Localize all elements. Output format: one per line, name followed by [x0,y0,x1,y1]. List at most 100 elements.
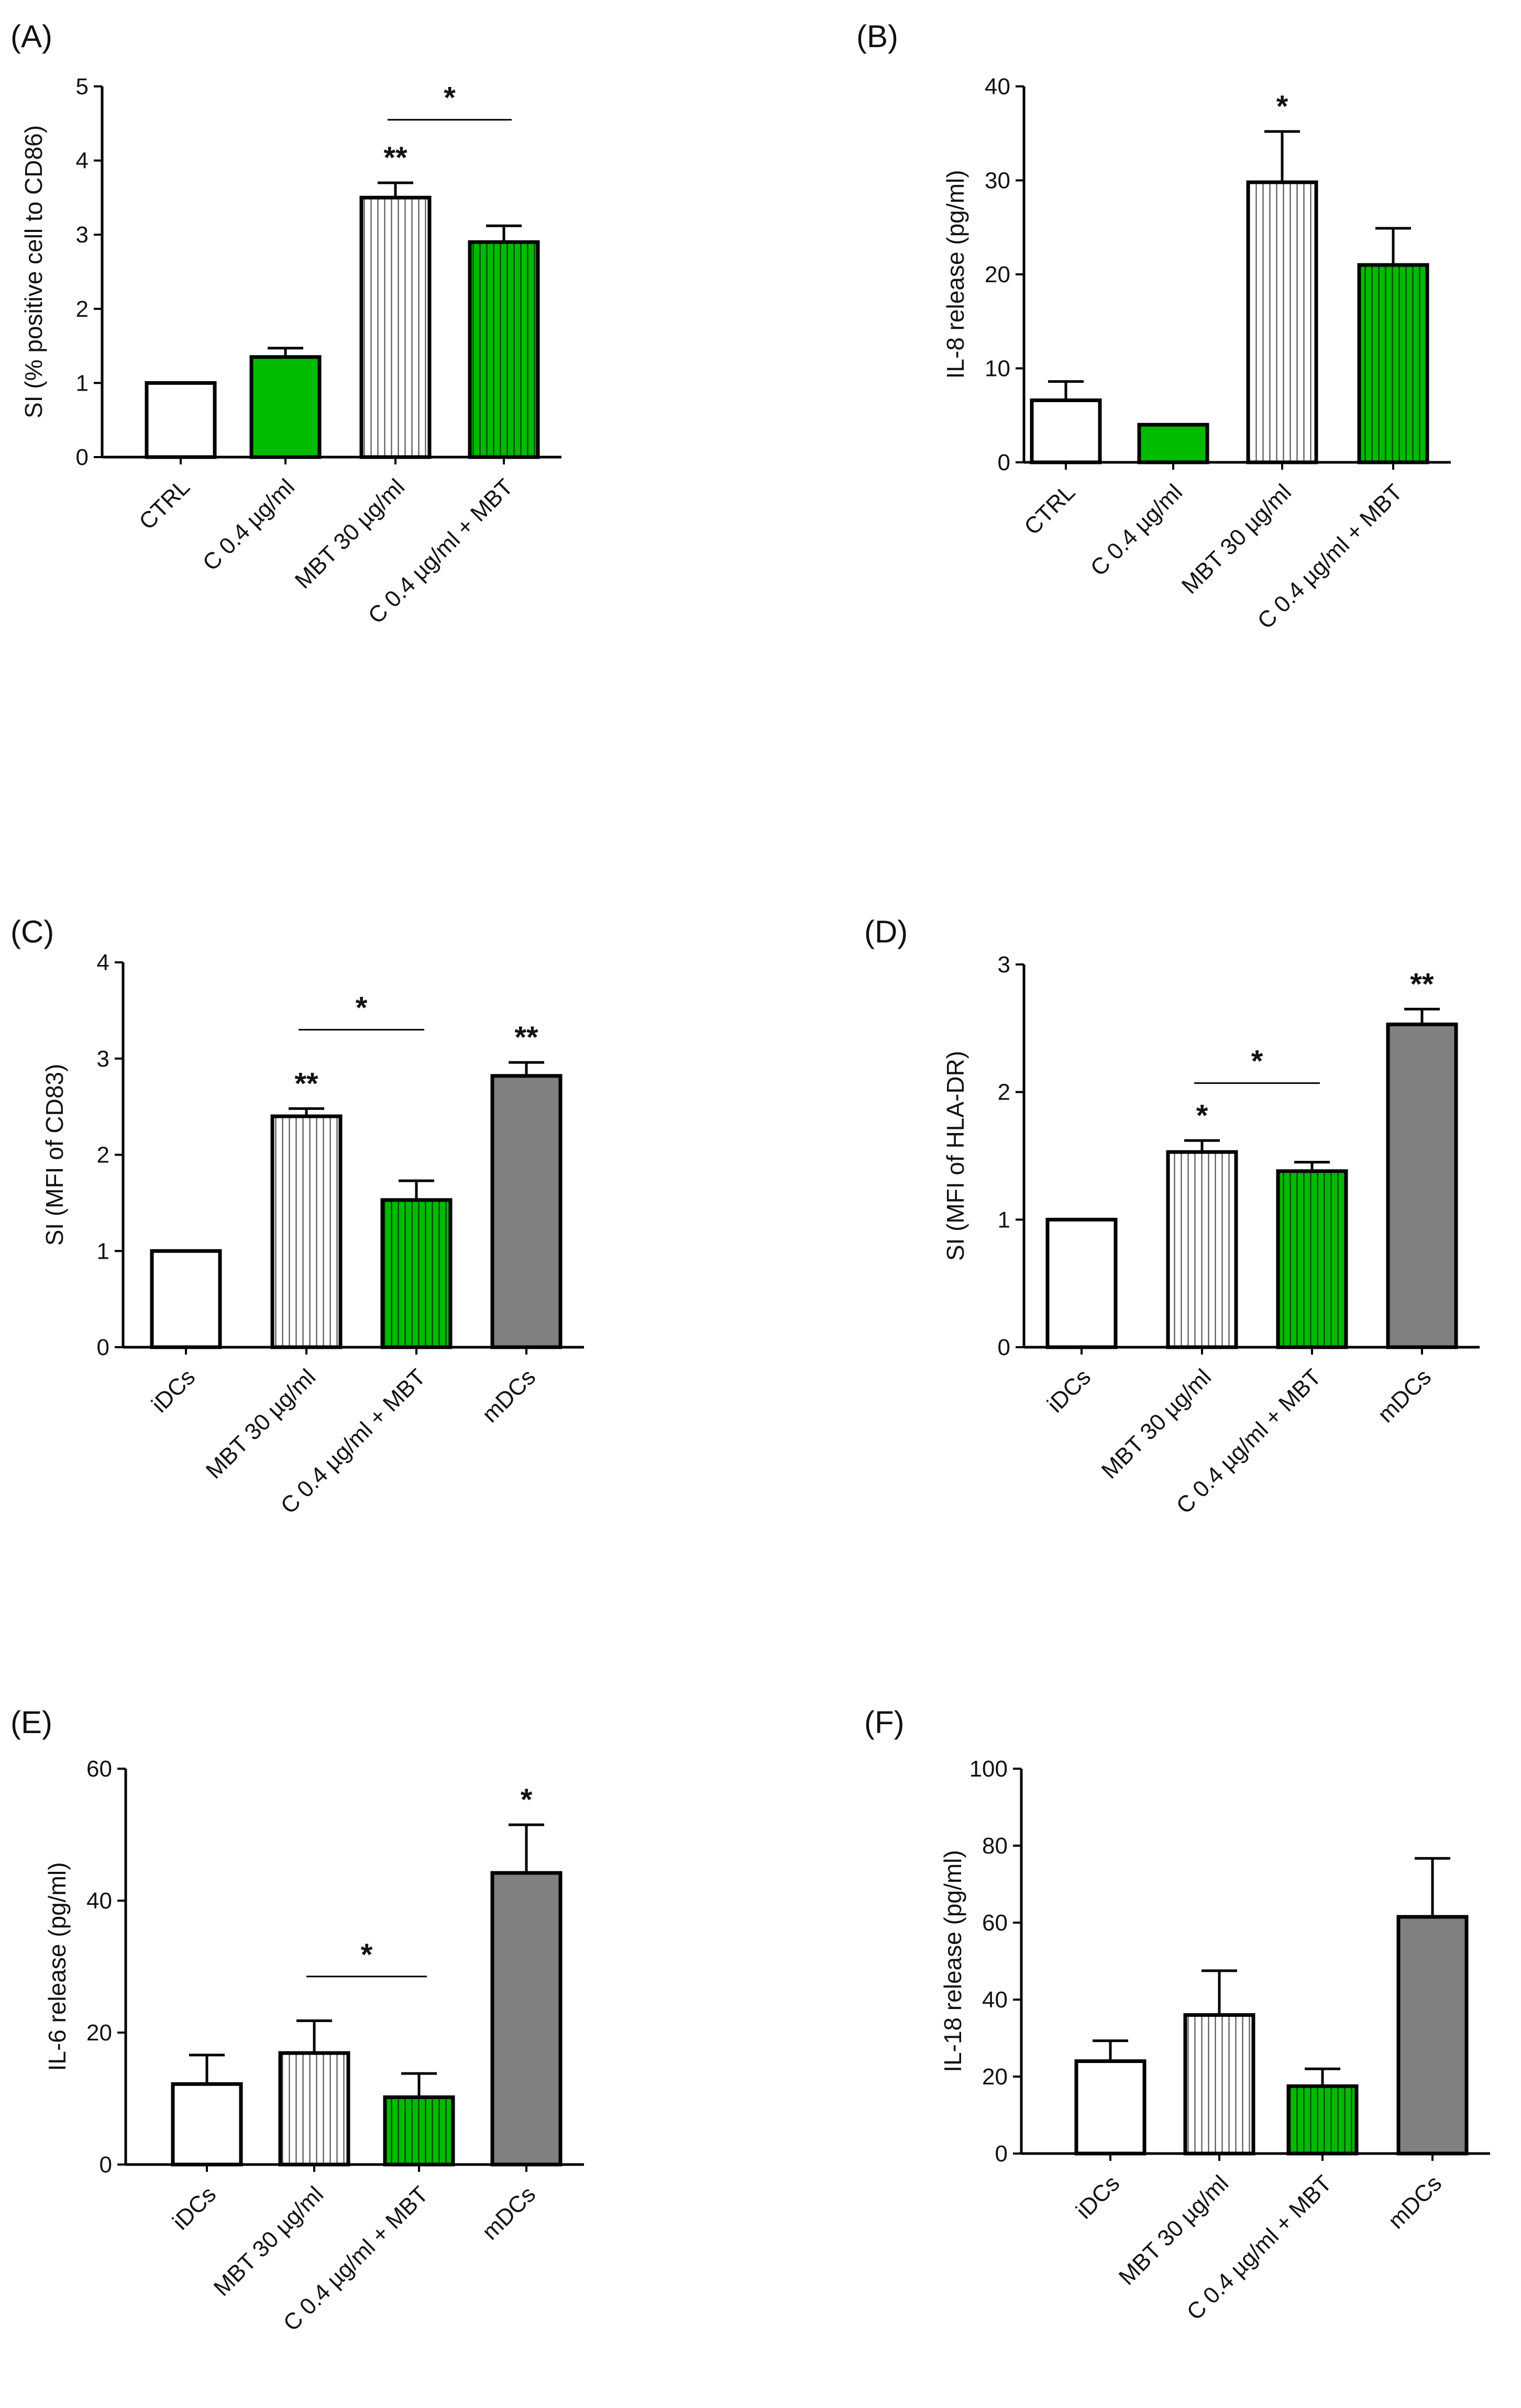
bar-mdcs [1396,1915,1469,2156]
bracket-significance-marker: * [361,1938,373,1972]
significance-marker: ** [1410,967,1434,1001]
y-tick-label: 40 [985,74,1010,99]
chart-panel-d: (D) SI (MFI of HLA-DR) 0 1 2 3 iDCs MBT 30 µg/m… [864,914,1480,1519]
y-tick-label: 80 [982,1833,1008,1859]
bar-mdcs [490,1871,563,2167]
bar-c-0-4-g-ml-mbt [380,1198,453,1349]
bar-idcs [171,2082,243,2167]
x-category-label: iDCs [168,2181,221,2235]
bar-c-0-4-g-ml-mbt [1276,1169,1348,1349]
y-tick-label: 1 [998,1207,1010,1233]
bracket-significance-marker: * [356,991,368,1025]
y-tick-label: 0 [998,450,1010,475]
y-tick-label: 30 [985,168,1010,194]
x-category-label: MBT 30 µg/ml [1114,2170,1233,2290]
significance-marker: ** [383,141,407,175]
bar-ctrl [145,381,217,459]
x-category-label: iDCs [1042,1364,1096,1417]
x-category-label: mDCs [1373,1364,1436,1427]
bracket-significance-marker: * [444,81,456,115]
y-tick-label: 3 [97,1046,109,1072]
bar-mbt-30-g-ml [278,2051,350,2167]
significance-marker: ** [514,1020,538,1055]
panel-label: (C) [10,914,54,949]
chart-panel-f: (F) IL-18 release (pg/ml) 0 20 40 60 80 100 iDCs… [864,1705,1490,2325]
y-axis-label: IL-8 release (pg/ml) [942,170,969,379]
x-category-label: MBT 30 µg/ml [290,474,410,593]
x-category-label: mDCs [1383,2170,1447,2234]
bracket-significance-marker: * [1251,1045,1263,1079]
y-tick-label: 10 [985,356,1010,382]
panel-label: (D) [864,914,908,949]
y-tick-label: 4 [97,950,109,975]
x-category-label: mDCs [477,2181,541,2245]
bar-mbt-30-g-ml [1183,2013,1255,2156]
x-category-label: MBT 30 µg/ml [1177,479,1296,598]
bar-c-0-4-g-ml [249,355,322,459]
y-tick-label: 1 [97,1238,109,1264]
chart-panel-b: (B) IL-8 release (pg/ml) 0 10 20 30 40 CTRL C 0.… [856,19,1451,634]
x-category-label: CTRL [134,474,195,535]
y-tick-label: 1 [76,370,89,396]
bar-mbt-30-g-ml [270,1114,343,1349]
bar-idcs [1045,1217,1118,1349]
y-tick-label: 60 [86,1756,112,1782]
y-axis-label: SI (MFI of CD83) [41,1064,68,1246]
y-tick-label: 0 [100,2152,112,2178]
significance-marker: * [521,1783,533,1817]
y-tick-label: 100 [969,1756,1008,1782]
bar-mbt-30-g-ml [1166,1150,1238,1349]
y-tick-label: 0 [76,445,89,470]
y-tick-label: 2 [97,1142,109,1168]
y-tick-label: 3 [76,222,89,248]
x-category-label: iDCs [147,1364,200,1417]
bar-c-0-4-g-ml-mbt [1286,2084,1359,2156]
significance-marker: * [1196,1098,1208,1133]
bar-c-0-4-g-ml-mbt [1357,263,1429,464]
bar-c-0-4-g-ml-mbt [468,240,540,459]
bar-mbt-30-g-ml [359,195,432,459]
y-tick-label: 2 [76,296,89,322]
y-tick-label: 0 [995,2141,1008,2167]
y-tick-label: 40 [86,1888,112,1914]
panel-label: (B) [856,19,898,54]
bar-mdcs [1386,1023,1458,1349]
y-tick-label: 3 [998,952,1010,978]
significance-marker: ** [294,1067,318,1101]
panel-label: (E) [10,1705,52,1740]
x-category-label: MBT 30 µg/ml [201,1364,321,1483]
bar-c-0-4-g-ml-mbt [383,2095,455,2167]
bar-idcs [150,1249,222,1349]
x-category-label: mDCs [477,1364,541,1427]
panel-label: (A) [10,19,52,54]
y-tick-label: 0 [998,1335,1010,1360]
y-axis-label: IL-18 release (pg/ml) [939,1850,966,2072]
bar-c-0-4-g-ml [1137,423,1209,464]
significance-marker: * [1276,90,1288,124]
y-tick-label: 4 [76,148,89,174]
x-category-label: CTRL [1019,479,1080,540]
y-tick-label: 20 [985,262,1010,287]
y-axis-label: IL-6 release (pg/ml) [43,1862,71,2071]
chart-panel-c: (C) SI (MFI of CD83) 0 1 2 3 4 iDCs MBT 30 µg/ml… [10,914,584,1519]
bar-ctrl [1030,398,1102,464]
y-axis-label: SI (% positive cell to CD86) [20,125,47,418]
x-category-label: MBT 30 µg/ml [1097,1364,1216,1483]
y-axis-label: SI (MFI of HLA-DR) [942,1051,969,1261]
y-tick-label: 60 [982,1910,1008,1936]
x-category-label: MBT 30 µg/ml [209,2181,328,2301]
y-tick-label: 5 [76,74,89,99]
bar-mdcs [490,1074,563,1349]
y-tick-label: 20 [86,2020,112,2046]
y-tick-label: 40 [982,1987,1008,2013]
x-category-label: C 0.4 µg/ml [1086,479,1187,581]
y-tick-label: 2 [998,1080,1010,1105]
bar-mbt-30-g-ml [1246,180,1318,464]
chart-panel-a: (A) SI (% positive cell to CD86) 0 1 2 3 4 5 CTR… [10,19,561,629]
bar-idcs [1074,2059,1147,2156]
x-category-label: iDCs [1071,2170,1125,2224]
x-category-label: C 0.4 µg/ml [198,474,300,575]
panel-label: (F) [864,1705,905,1740]
